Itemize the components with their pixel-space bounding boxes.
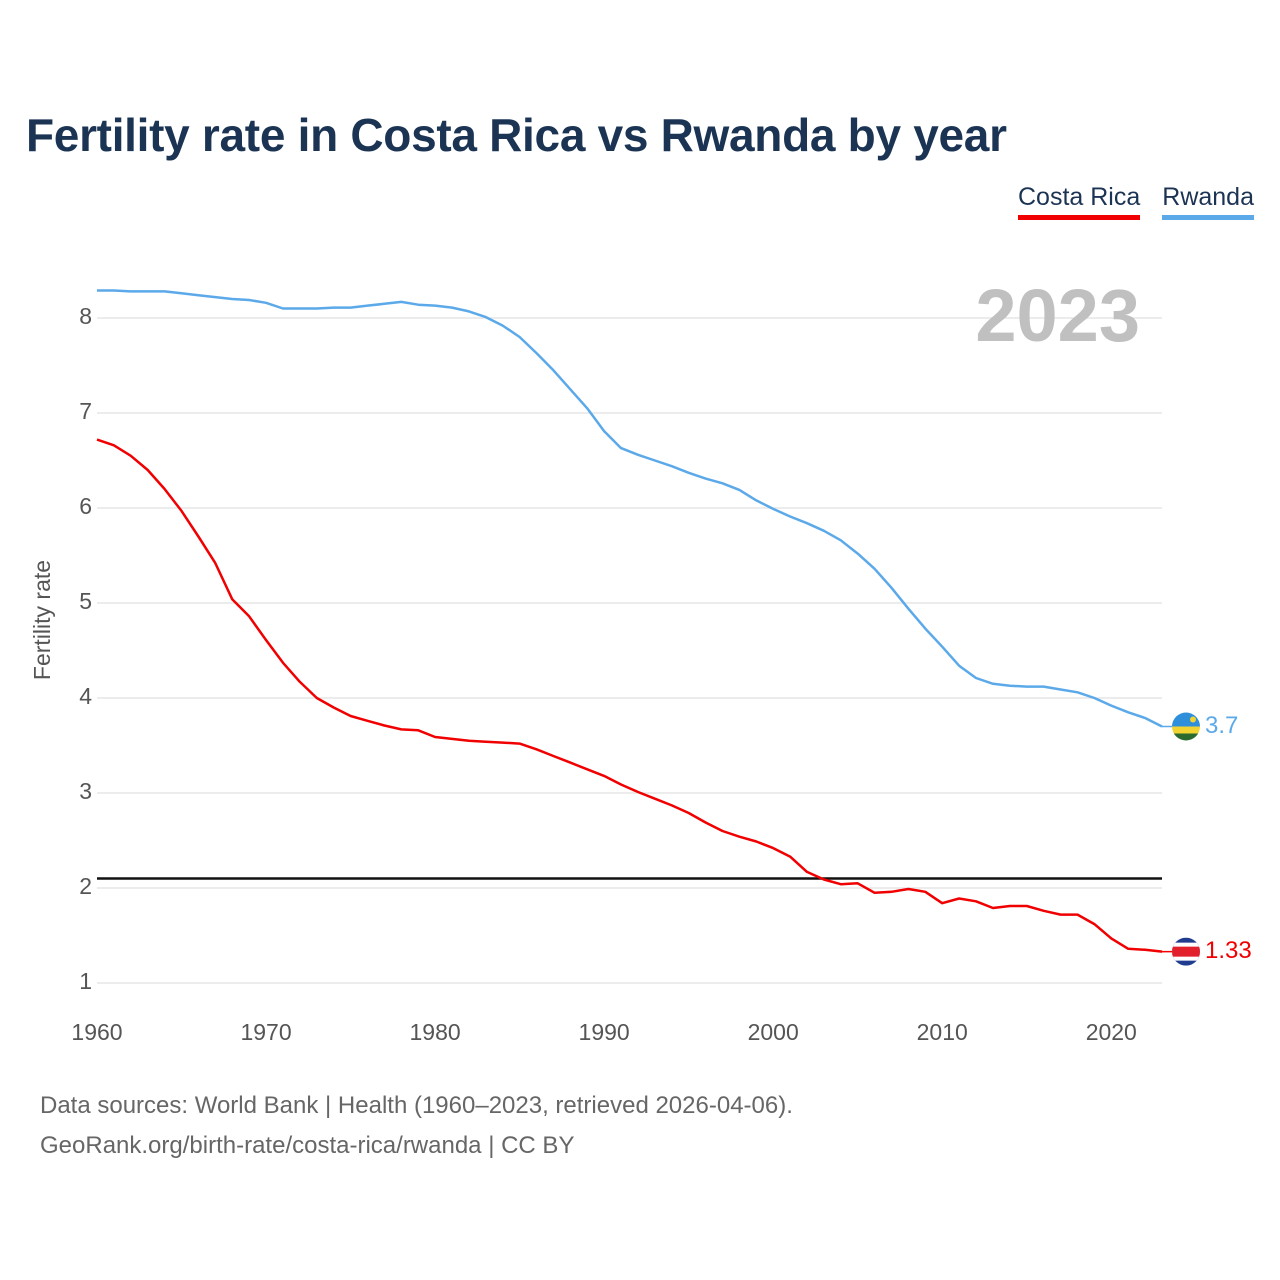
x-tick-label: 2010 — [917, 1019, 968, 1045]
x-axis-ticks: 1960 1970 1980 1990 2000 2010 2020 — [71, 1019, 1136, 1045]
y-tick-label: 8 — [79, 303, 92, 329]
x-tick-label: 2000 — [748, 1019, 799, 1045]
y-tick-label: 6 — [79, 493, 92, 519]
y-tick-label: 3 — [79, 778, 92, 804]
chart-title: Fertility rate in Costa Rica vs Rwanda b… — [26, 109, 1007, 161]
legend-item-rwanda[interactable]: Rwanda — [1162, 183, 1254, 220]
rwanda-end-value-label: 3.7 — [1205, 712, 1238, 739]
x-tick-label: 1990 — [579, 1019, 630, 1045]
source-link[interactable]: GeoRank.org/birth-rate/costa-rica/rwanda… — [40, 1132, 575, 1159]
series-lines — [96, 289, 1172, 953]
series-line-rwanda[interactable] — [97, 289, 1163, 728]
x-tick-label: 1980 — [410, 1019, 461, 1045]
x-tick-label: 2020 — [1086, 1019, 1137, 1045]
y-tick-label: 4 — [79, 683, 92, 709]
y-tick-label: 1 — [79, 968, 92, 994]
costa-rica-flag-icon — [1172, 937, 1200, 966]
costa-rica-end-value-label: 1.33 — [1205, 937, 1252, 964]
y-axis-label: Fertility rate — [29, 560, 55, 680]
year-watermark: 2023 — [975, 274, 1140, 357]
y-tick-label: 5 — [79, 588, 92, 614]
fertility-line-chart: 1 2 3 4 5 6 7 8 1960 1970 1980 1990 2000 2010 2020 20… — [29, 274, 1252, 1045]
y-axis-ticks: 1 2 3 4 5 6 7 8 — [79, 303, 92, 994]
series-line-costa-rica[interactable] — [96, 438, 1163, 953]
chart-legend: Costa Rica Rwanda — [1018, 183, 1254, 220]
chart-footer: Data sources: World Bank | Health (1960–… — [40, 1086, 793, 1166]
legend-item-costa-rica[interactable]: Costa Rica — [1018, 183, 1141, 220]
x-tick-label: 1960 — [71, 1019, 122, 1045]
y-tick-label: 2 — [79, 873, 92, 899]
data-source-note: Data sources: World Bank | Health (1960–… — [40, 1092, 793, 1119]
rwanda-flag-icon — [1172, 712, 1200, 741]
x-tick-label: 1970 — [240, 1019, 291, 1045]
y-tick-label: 7 — [79, 398, 92, 424]
gridlines — [97, 317, 1162, 984]
